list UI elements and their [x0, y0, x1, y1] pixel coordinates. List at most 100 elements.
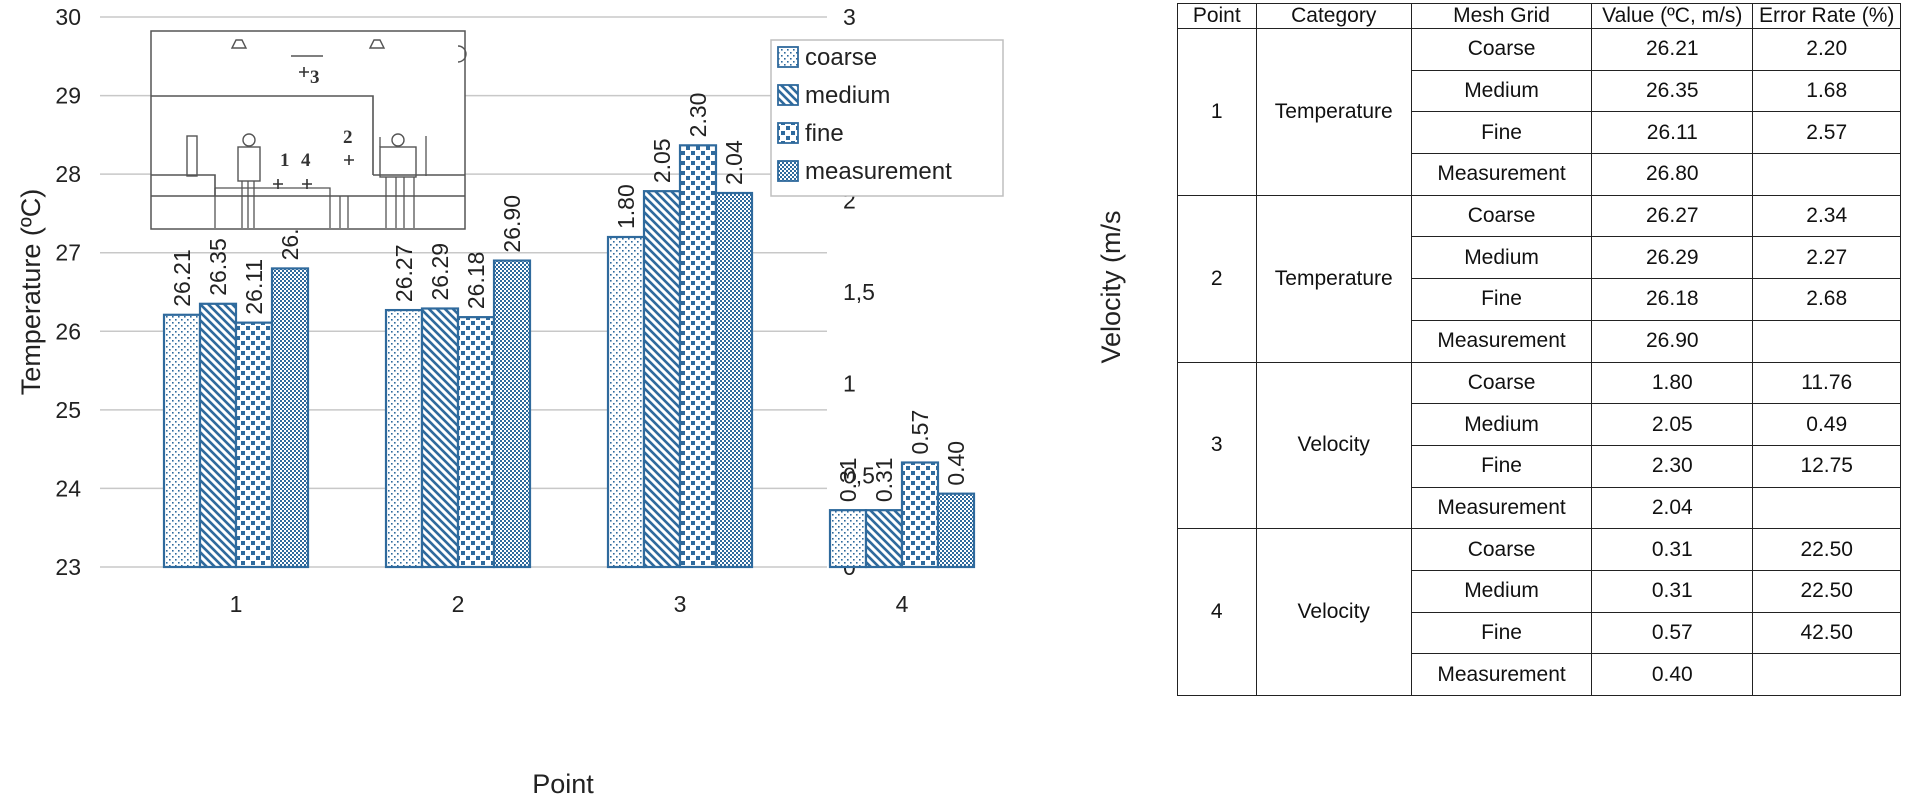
results-table: Point Category Mesh Grid Value (ºC, m/s)…	[1177, 3, 1901, 696]
table-row: Fine 26.18 2.68	[1178, 278, 1901, 321]
y-axis-title: Temperature (ºC)	[16, 189, 46, 395]
y2-tick-label: 1	[843, 371, 856, 397]
table-row: Medium 0.31 22.50	[1178, 569, 1901, 613]
data-label: 0.57	[907, 410, 933, 455]
bar	[714, 191, 754, 569]
cell-mesh-grid: Coarse	[1410, 28, 1593, 71]
x-tick-label: 1	[230, 591, 243, 617]
data-label: 0.31	[871, 457, 897, 502]
cell-value: 2.05	[1591, 403, 1754, 446]
bar	[936, 492, 976, 569]
cell-mesh-grid: Fine	[1410, 611, 1593, 655]
cell-error-rate	[1752, 153, 1901, 196]
table-row: Fine 26.11 2.57	[1178, 111, 1901, 155]
bar	[420, 307, 460, 569]
chart-svg: 232425262728293000,511,522,53Temperature…	[16, 4, 1126, 799]
data-label: 26.27	[391, 245, 417, 303]
cell-value: 26.80	[1591, 153, 1754, 196]
cell-category: Temperature	[1255, 28, 1412, 196]
table-row: Measurement 2.04	[1178, 486, 1901, 530]
cell-value: 1.80	[1591, 361, 1754, 405]
cell-error-rate: 42.50	[1752, 611, 1901, 655]
x-tick-label: 4	[896, 591, 909, 617]
cell-error-rate: 1.68	[1752, 69, 1901, 113]
cell-value: 0.57	[1591, 611, 1754, 655]
cell-category: Velocity	[1255, 528, 1412, 696]
data-label: 26.35	[205, 238, 231, 296]
table-row: Measurement 26.80	[1178, 153, 1901, 196]
header-point: Point	[1177, 3, 1257, 29]
x-tick-label: 3	[674, 591, 687, 617]
cell-mesh-grid: Medium	[1410, 569, 1593, 613]
cell-mesh-grid: Measurement	[1410, 653, 1593, 696]
inset-label-1: 1	[280, 150, 290, 171]
data-label: 2.05	[649, 138, 675, 183]
table-row: Medium 26.29 2.27	[1178, 236, 1901, 280]
table-row: 4 Velocity Coarse 0.31 22.50	[1177, 528, 1901, 696]
cell-value: 2.04	[1591, 486, 1754, 530]
table-header-row: Point Category Mesh Grid Value (ºC, m/s)…	[1177, 3, 1901, 29]
cell-error-rate: 22.50	[1752, 569, 1901, 613]
y2-tick-label: 3	[843, 4, 856, 30]
cell-value: 26.35	[1591, 69, 1754, 113]
legend-swatch	[777, 46, 799, 68]
cell-mesh-grid: Fine	[1410, 278, 1593, 321]
y-tick-label: 27	[55, 240, 81, 266]
bar-chart: 232425262728293000,511,522,53Temperature…	[16, 4, 1126, 799]
inset-label-2: 2	[343, 127, 353, 148]
cell-error-rate: 2.20	[1752, 28, 1901, 71]
cell-error-rate	[1752, 319, 1901, 363]
cell-mesh-grid: Coarse	[1410, 361, 1593, 405]
legend-entry: coarse	[805, 44, 877, 71]
bar	[384, 308, 424, 569]
y2-tick-label: 0,5	[843, 462, 875, 488]
cell-mesh-grid: Medium	[1410, 236, 1593, 280]
y-tick-label: 30	[55, 4, 81, 30]
cell-mesh-grid: Fine	[1410, 444, 1593, 488]
y-tick-label: 23	[55, 554, 81, 580]
y-tick-label: 29	[55, 83, 81, 109]
table-row: Medium 26.35 1.68	[1178, 69, 1901, 113]
header-mesh-grid: Mesh Grid	[1410, 3, 1593, 29]
bar	[270, 267, 310, 569]
data-label: 2.30	[685, 93, 711, 138]
header-value: Value (ºC, m/s)	[1591, 3, 1754, 29]
header-category: Category	[1255, 3, 1412, 29]
y-tick-label: 25	[55, 397, 81, 423]
cell-error-rate	[1752, 653, 1901, 696]
bar	[864, 509, 904, 569]
cell-mesh-grid: Measurement	[1410, 486, 1593, 530]
table-row: 3 Velocity Coarse 1.80 11.76	[1177, 361, 1901, 530]
bar	[828, 509, 868, 569]
header-error-rate: Error Rate (%)	[1752, 3, 1901, 29]
bar	[234, 321, 274, 569]
cell-value: 0.31	[1591, 528, 1754, 571]
cell-category: Temperature	[1255, 194, 1412, 363]
legend-swatch	[777, 84, 799, 106]
cell-error-rate: 12.75	[1752, 444, 1901, 488]
data-label: 0.40	[943, 441, 969, 486]
table-row: Fine 2.30 12.75	[1178, 444, 1901, 488]
cell-value: 26.27	[1591, 194, 1754, 238]
inset-label-3: 3	[310, 67, 320, 88]
bar	[900, 461, 940, 569]
cell-mesh-grid: Coarse	[1410, 194, 1593, 238]
data-label: 2.04	[721, 140, 747, 185]
data-label: 26.21	[169, 249, 195, 307]
cell-category: Velocity	[1255, 361, 1412, 530]
cell-mesh-grid: Medium	[1410, 69, 1593, 113]
cell-mesh-grid: Fine	[1410, 111, 1593, 155]
legend-entry: medium	[805, 82, 890, 109]
table-row: Measurement 0.40	[1178, 653, 1901, 696]
cell-mesh-grid: Coarse	[1410, 528, 1593, 571]
legend-box	[770, 39, 1004, 197]
cell-mesh-grid: Measurement	[1410, 319, 1593, 363]
table-row: 1 Temperature Coarse 26.21 2.20	[1177, 28, 1901, 196]
cell-value: 2.30	[1591, 444, 1754, 488]
data-label: 26.18	[463, 252, 489, 310]
table-row: 2 Temperature Coarse 26.27 2.34	[1177, 194, 1901, 363]
y-tick-label: 24	[55, 475, 81, 501]
legend-swatch	[777, 160, 799, 182]
legend-swatch	[777, 122, 799, 144]
axes: 232425262728293000,511,522,53Temperature…	[16, 4, 1126, 799]
